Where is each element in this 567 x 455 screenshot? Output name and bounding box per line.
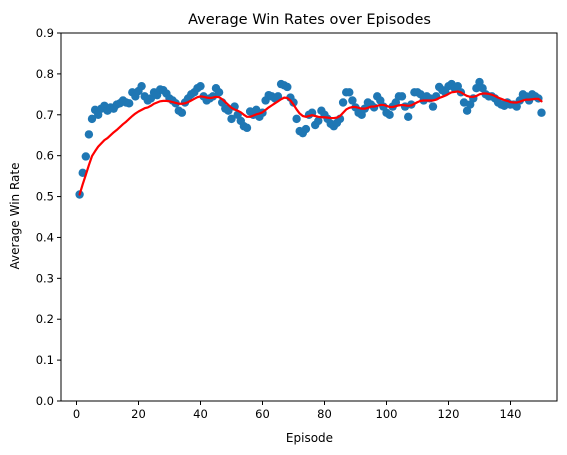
scatter-point xyxy=(283,82,292,92)
y-tick-label: 0.2 xyxy=(36,312,54,326)
scatter-point xyxy=(87,114,97,124)
y-tick-label: 0.4 xyxy=(36,230,54,244)
scatter-point xyxy=(137,81,146,91)
axes: 0 20 40 60 80 100 120 140 0.0 0.1 0.2 0.3 0.4 0.5 0.6 0… xyxy=(36,26,558,421)
x-tick-label: 120 xyxy=(438,407,460,421)
scatter-point xyxy=(214,88,224,97)
x-tick-label: 0 xyxy=(73,407,80,421)
y-tick-label: 0.8 xyxy=(36,67,54,81)
scatter-point xyxy=(273,92,283,101)
chart-title: Average Win Rates over Episodes xyxy=(188,12,431,28)
scatter-point xyxy=(428,102,438,111)
scatter-point xyxy=(224,106,233,115)
scatter-point xyxy=(292,114,301,124)
scatter-point xyxy=(125,99,134,108)
y-tick-label: 0.1 xyxy=(36,353,54,367)
x-tick-label: 20 xyxy=(131,407,146,421)
y-tick-label: 0.3 xyxy=(36,271,54,285)
x-tick-label: 40 xyxy=(193,407,208,421)
scatter-point xyxy=(177,108,187,117)
scatter-point xyxy=(301,124,311,134)
scatter-point xyxy=(227,114,236,124)
scatter-point xyxy=(397,92,407,101)
x-axis-label: Episode xyxy=(286,431,333,445)
y-axis-label: Average Win Rate xyxy=(8,163,22,270)
x-tick-label: 100 xyxy=(376,407,398,421)
y-tick-label: 0.7 xyxy=(36,108,54,122)
scatter-point xyxy=(84,130,94,139)
scatter-point xyxy=(338,98,348,107)
x-tick-label: 80 xyxy=(317,407,332,421)
x-tick-label: 140 xyxy=(500,407,522,421)
scatter-point xyxy=(385,110,394,119)
scatter-point xyxy=(242,123,252,133)
scatter-point xyxy=(196,81,205,91)
y-tick-label: 0.9 xyxy=(36,26,54,40)
scatter-point xyxy=(404,112,413,122)
plot-frame xyxy=(60,32,558,402)
scatter-point xyxy=(81,152,91,161)
scatter-point xyxy=(314,116,323,126)
scatter-point xyxy=(345,88,354,97)
scatter-point xyxy=(348,96,357,105)
y-tick-label: 0.6 xyxy=(36,149,54,163)
moving-average-line xyxy=(78,90,543,196)
scatter-point xyxy=(537,108,546,117)
y-tick-label: 0.5 xyxy=(36,190,54,204)
y-tick-label: 0.0 xyxy=(36,394,54,408)
x-tick-label: 60 xyxy=(255,407,270,421)
plot-area xyxy=(75,77,546,199)
